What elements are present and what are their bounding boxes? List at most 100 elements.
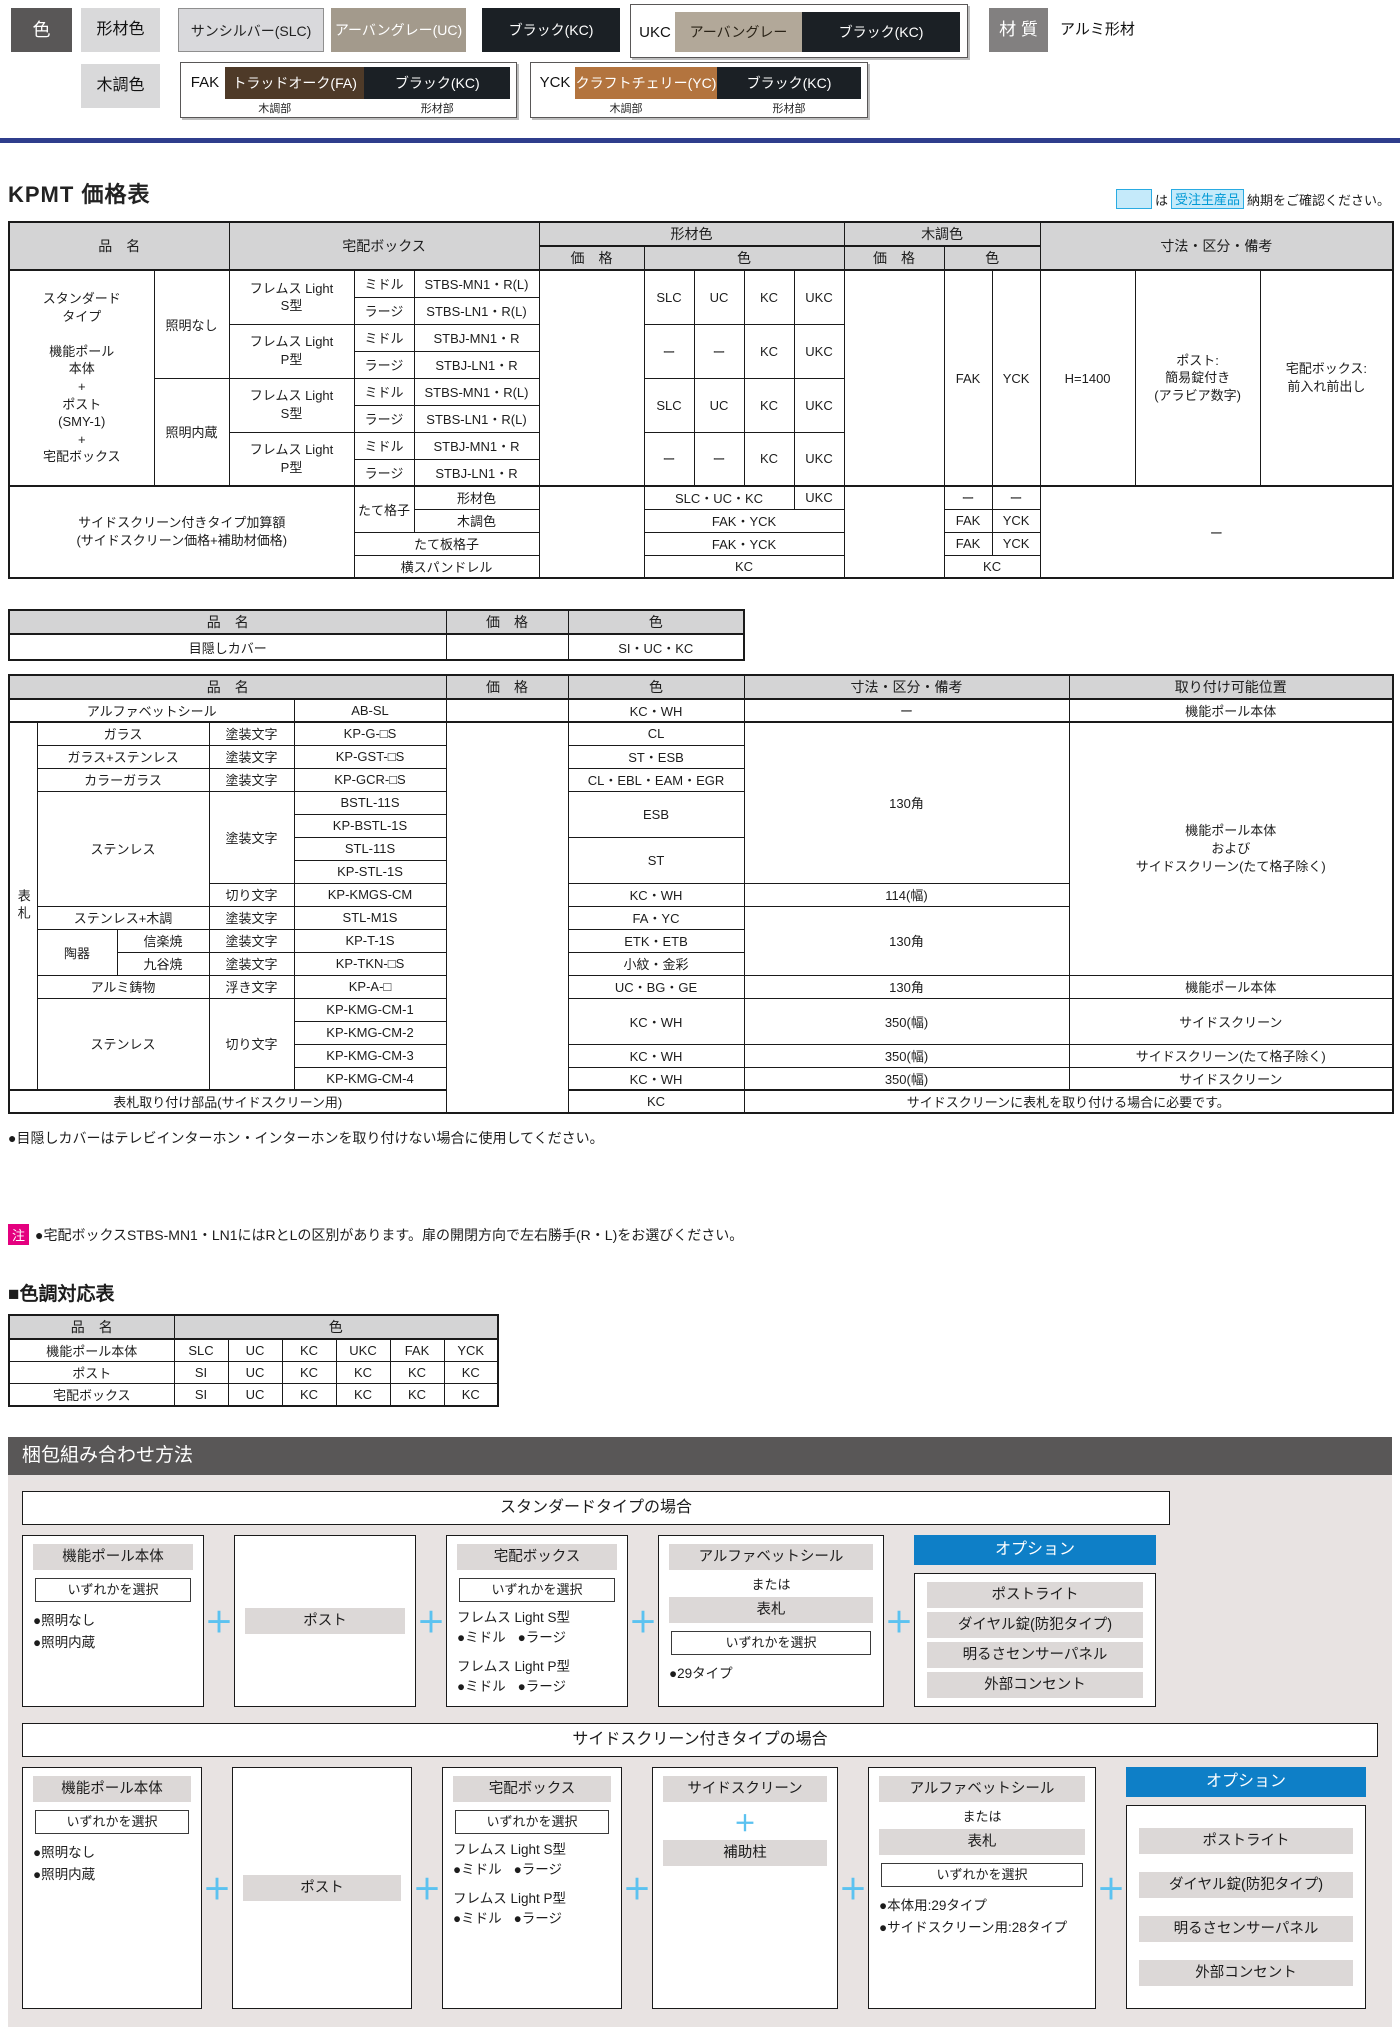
standard-type-title: スタンダードタイプの場合 [22,1491,1170,1525]
cell-box-type: フレムス Light P型 [228,323,355,379]
cell-size: ミドル [353,269,415,298]
cell-color: ETK・ETB [567,928,745,953]
note-badge: 注 [8,1224,30,1245]
cell-material: ガラス [36,721,210,746]
cell-model: STBJ-MN1・R [413,323,540,352]
cell-color: UC [693,377,745,433]
bullet-large: ●ラージ [517,1630,567,1646]
option-column: オプション ポストライト ダイヤル錠(防犯タイプ) 明るさセンサーパネル 外部コ… [914,1535,1156,1707]
cell-color: KC [743,377,795,433]
th-price: 価 格 [445,609,569,635]
cell-dim: ー [1039,485,1394,579]
cell-lighting: 照明内蔵 [153,377,230,487]
side-screen-type-section: サイドスクリーン付きタイプの場合 機能ポール本体 いずれかを選択 ●照明なし ●… [22,1723,1378,2009]
cell-price-blank [538,269,645,487]
cell-color-kind: 形材色 [413,485,540,510]
side-screen-title: サイドスクリーン [663,1776,827,1802]
note-cover: ●目隠しカバーはテレビインターホン・インターホンを取り付けない場合に使用してくだ… [8,1130,604,1146]
cell-color: YCK [443,1338,499,1362]
plus-icon: ＋ [884,1607,913,1638]
cell-color: FAK [389,1338,445,1362]
cell-material: ガラス+ステンレス [36,744,210,769]
cell-price-blank [843,485,945,579]
pole-select: いずれかを選択 [35,1810,189,1834]
ukc-color-group: UKC アーバングレー(UC) ブラック(KC) [630,4,968,80]
cell-color: UC [227,1383,283,1407]
box-type-p: フレムス Light P型 [453,1890,567,1906]
option-outlet: 外部コンセント [927,1672,1143,1698]
cell-letter-type: 切り文字 [208,882,295,907]
side-screen-box: サイドスクリーン ＋ 補助柱 [652,1767,838,2009]
nameplate-price-table: 品 名 価 格 色 寸法・区分・備考 取り付け可能位置 アルファベットシール A… [8,674,1394,1114]
cell-size: ラージ [353,296,415,325]
cell-dim: 350(幅) [743,1043,1070,1068]
option-sensor-panel: 明るさセンサーパネル [1139,1916,1353,1942]
th-price: 価 格 [843,245,945,271]
th-color: 色 [643,245,845,271]
cell-letter-type: 塗装文字 [208,928,295,953]
delivery-box: 宅配ボックス いずれかを選択 フレムス Light S型 ●ミドル ●ラージ フレ… [442,1767,622,2009]
th-product-name: 品 名 [8,609,447,635]
fak-code: FAK [190,74,220,91]
cell-model: KP-KMG-CM-2 [293,1020,447,1045]
cell-color: SLC [173,1338,229,1362]
cell-model: STBJ-LN1・R [413,458,540,487]
cell-model: KP-KMG-CM-4 [293,1066,447,1091]
cell-model: KP-KMGS-CM [293,882,447,907]
cell-color: KC [567,1089,745,1114]
cell-lighting: 照明なし [153,269,230,379]
order-production-legend: は 受注生産品 納期をご確認ください。 [1115,189,1390,209]
cell-color: KC [743,269,795,325]
cell-model: KP-A-□ [293,974,447,999]
swatch-sunsilver: サンシルバー(SLC) [178,8,324,52]
option-header: オプション [914,1535,1156,1565]
bullet-large: ●ラージ [513,1910,563,1926]
th-price: 価 格 [445,674,569,700]
note-delivery: 注 ●宅配ボックスSTBS-MN1・LN1にはRとLの区別があります。扉の開閉方… [8,1224,1400,1245]
cell-product: アルファベットシール [8,698,295,723]
cell-model: KP-T-1S [293,928,447,953]
bullet-middle: ●ミドル [457,1678,506,1694]
plus-icon: ＋ [838,1874,867,1905]
or-label: または [962,1809,1002,1824]
th-mount-position: 取り付け可能位置 [1068,674,1394,700]
cell-color: SI [173,1383,229,1407]
cell-color: UC [227,1361,283,1384]
cell-lattice-type: たて板格子 [353,531,540,556]
cell-color: CL・EBL・EAM・EGR [567,767,745,792]
alphabet-seal-title: アルファベットシール [669,1544,873,1570]
cell-product: ポスト [8,1361,175,1384]
swatch-black: ブラック(KC) [482,8,620,52]
cell-color: YCK [991,269,1041,487]
pole-box-title: 機能ポール本体 [33,1776,191,1802]
box-type-s: フレムス Light S型 [453,1842,567,1857]
cell-price-blank [538,485,645,579]
cell-letter-type: 塗装文字 [208,951,295,976]
cell-position: 機能ポール本体 [1068,974,1394,999]
order-note: 納期をご確認ください。 [1246,192,1390,208]
th-product-name: 品 名 [8,674,447,700]
cell-size: ミドル [353,431,415,460]
box-type-s: フレムス Light S型 [457,1610,571,1625]
cell-color: KC [335,1361,391,1384]
cell-model: KP-GCR-□S [293,767,447,792]
cell-dim: 130角 [743,721,1070,884]
color-label: 色 [11,8,72,52]
auxiliary-post-strip: 補助柱 [663,1840,827,1866]
cell-color: KC・WH [567,1066,745,1091]
cell-material: カラーガラス [36,767,210,792]
bullet-large: ●ラージ [513,1862,563,1878]
cell-model: KP-KMG-CM-3 [293,1043,447,1068]
shape-part-label: 形材部 [420,102,454,115]
cell-color: KC [281,1361,337,1384]
cell-box-note: 宅配ボックス: 前入れ前出し [1259,269,1394,487]
cell-color: SI・UC・KC [567,633,745,661]
cell-color: FAK・YCK [643,508,845,533]
cell-dim: 114(幅) [743,882,1070,907]
material-label: 材 質 [989,8,1048,52]
order-color-chip [1115,189,1152,209]
ukc-black-swatch: ブラック(KC) [802,12,960,52]
plus-icon: ＋ [204,1607,233,1638]
option-sensor-panel: 明るさセンサーパネル [927,1642,1143,1668]
